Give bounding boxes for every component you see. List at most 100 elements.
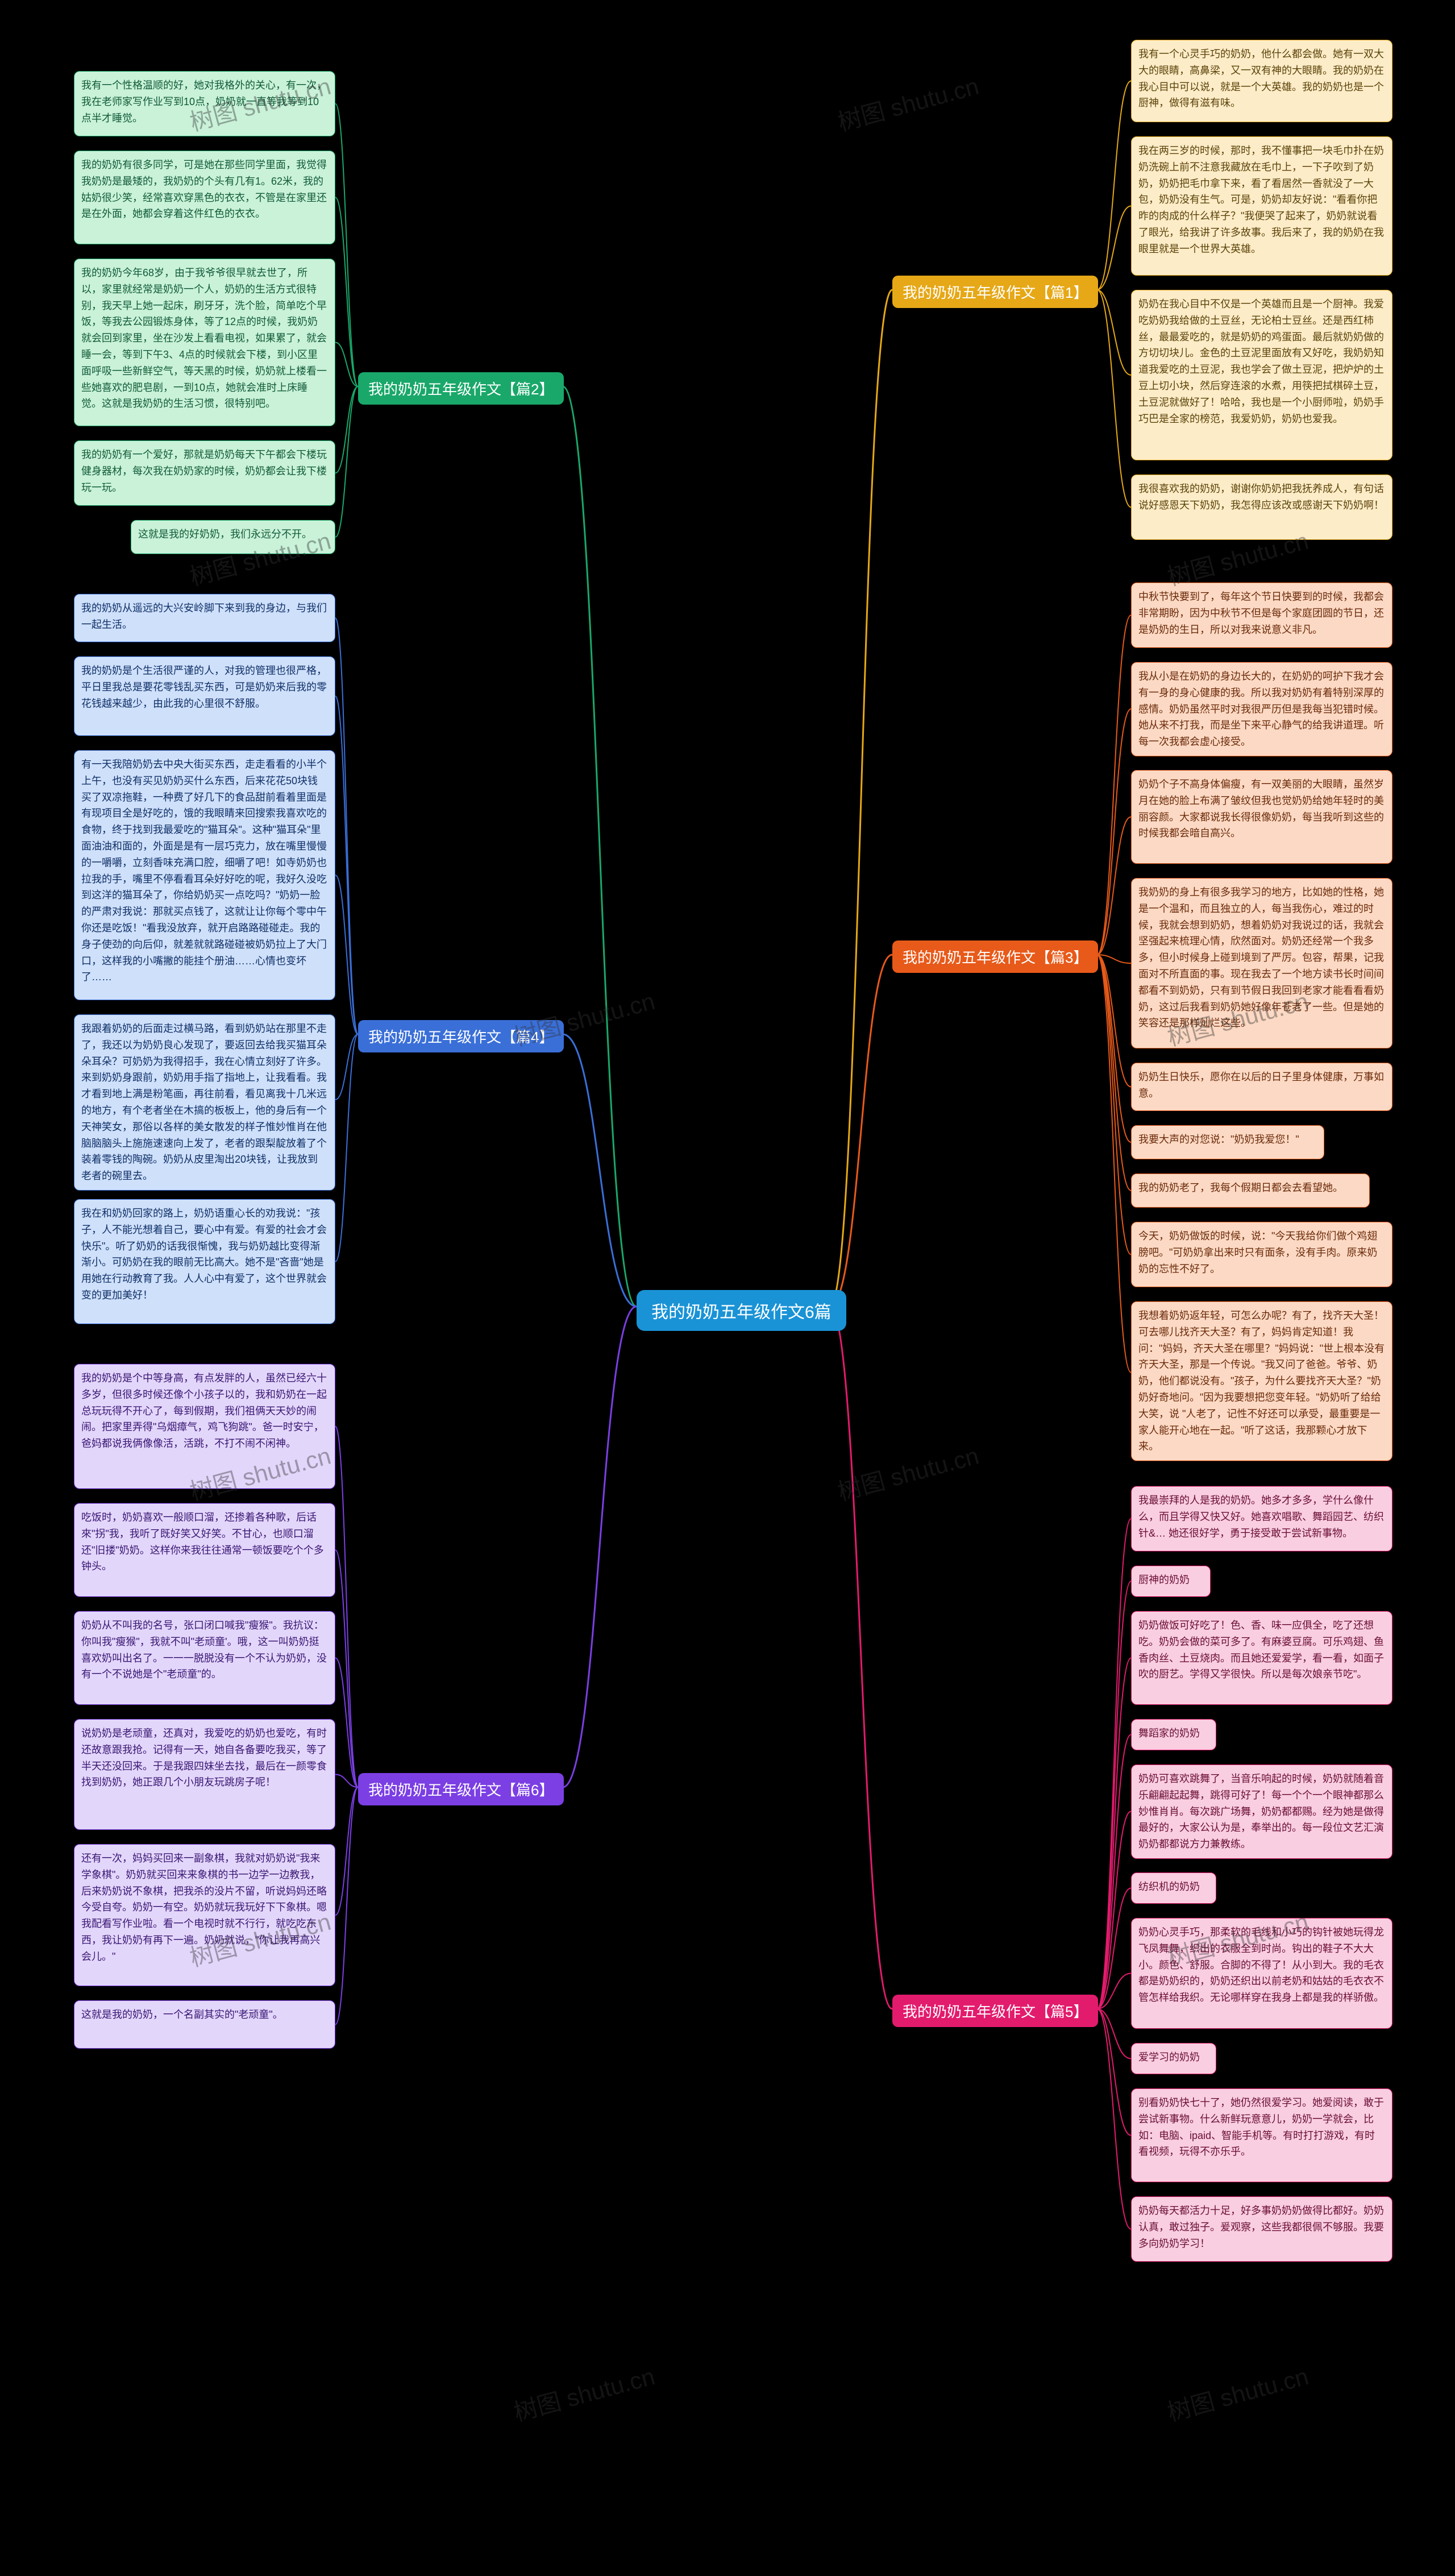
- leaf-text: 爱学习的奶奶: [1138, 2051, 1200, 2063]
- connector-path: [1097, 2009, 1131, 2229]
- topic-node[interactable]: 我的奶奶五年级作文【篇5】: [892, 1995, 1098, 2027]
- leaf-node[interactable]: 奶奶在我心目中不仅是一个英雄而且是一个厨神。我爱吃奶奶我给做的土豆丝，无论柏士豆…: [1131, 290, 1392, 460]
- leaf-node[interactable]: 我在和奶奶回家的路上，奶奶语重心长的劝我说："孩子，人不能光想着自己，要心中有爱…: [74, 1199, 335, 1324]
- topic-label: 我的奶奶五年级作文【篇1】: [903, 284, 1088, 301]
- connector-path: [335, 386, 358, 473]
- connector-path: [830, 1306, 892, 2009]
- leaf-node[interactable]: 我的奶奶从遥远的大兴安岭脚下来到我的身边，与我们一起生活。: [74, 594, 335, 642]
- leaf-node[interactable]: 我想着奶奶返年轻，可怎么办呢？有了，找齐天大圣！可去哪儿找齐天大圣？有了，妈妈肯…: [1131, 1301, 1392, 1461]
- leaf-node[interactable]: 有一天我陪奶奶去中央大街买东西，走走看看的小半个上午，也没有买见奶奶买什么东西，…: [74, 750, 335, 1000]
- leaf-node[interactable]: 奶奶生日快乐，愿你在以后的日子里身体健康，万事如意。: [1131, 1063, 1392, 1111]
- watermark: 树图 shutu.cn: [509, 2357, 658, 2428]
- leaf-node[interactable]: 奶奶个子不高身体偏瘦，有一双美丽的大眼睛，虽然岁月在她的脸上布满了皱纹但我也觉奶…: [1131, 770, 1392, 864]
- root-node[interactable]: 我的奶奶五年级作文6篇: [637, 1290, 846, 1331]
- leaf-node[interactable]: 我从小是在奶奶的身边长大的，在奶奶的呵护下我才会有一身的身心健康的我。所以我对奶…: [1131, 662, 1392, 756]
- leaf-node[interactable]: 我有一个性格温顺的好，她对我格外的关心，有一次，我在老师家写作业写到10点，奶奶…: [74, 71, 335, 136]
- leaf-node[interactable]: 我很喜欢我的奶奶，谢谢你奶奶把我抚养成人，有句话说好感恩天下奶奶，我怎得应该改或…: [1131, 475, 1392, 540]
- topic-node[interactable]: 我的奶奶五年级作文【篇1】: [892, 276, 1098, 308]
- topic-node[interactable]: 我的奶奶五年级作文【篇4】: [358, 1020, 564, 1052]
- leaf-text: 舞蹈家的奶奶: [1138, 1728, 1200, 1739]
- leaf-node[interactable]: 我跟着奶奶的后面走过横马路，看到奶奶站在那里不走了，我还以为奶奶良心发现了，要返…: [74, 1014, 335, 1191]
- connector-path: [335, 696, 358, 1034]
- connector-path: [563, 1306, 637, 1787]
- topic-node[interactable]: 我的奶奶五年级作文【篇6】: [358, 1773, 564, 1805]
- leaf-node[interactable]: 这就是我的奶奶，一个名副其实的"老顽童"。: [74, 2000, 335, 2049]
- connector-path: [335, 343, 358, 387]
- leaf-node[interactable]: 纺织机的奶奶: [1131, 1872, 1216, 1904]
- leaf-node[interactable]: 奶奶每天都活力十足，好多事奶奶奶做得比都好。奶奶认真，敢过独子。爰观察，这些我都…: [1131, 2196, 1392, 2262]
- leaf-node[interactable]: 我的奶奶老了，我每个假期日都会去看望她。: [1131, 1173, 1370, 1208]
- leaf-text: 有一天我陪奶奶去中央大街买东西，走走看看的小半个上午，也没有买见奶奶买什么东西，…: [81, 759, 327, 983]
- connector-path: [1097, 1888, 1131, 2009]
- leaf-node[interactable]: 吃饭时，奶奶喜欢一般顺口溜，还掺着各种歌，后话來"拐"我，我听了既好笑又好笑。不…: [74, 1503, 335, 1597]
- leaf-text: 我有一个性格温顺的好，她对我格外的关心，有一次，我在老师家写作业写到10点，奶奶…: [81, 80, 327, 124]
- topic-label: 我的奶奶五年级作文【篇6】: [368, 1782, 554, 1799]
- leaf-node[interactable]: 我最崇拜的人是我的奶奶。她多才多多，学什么像什么，而且学得又快又好。她喜欢唱歌、…: [1131, 1486, 1392, 1551]
- connector-path: [1097, 1582, 1131, 2009]
- leaf-node[interactable]: 我的奶奶是个生活很严谨的人，对我的管理也很严格，平日里我总是要花零钱乱买东西，可…: [74, 656, 335, 736]
- connector-path: [1097, 955, 1131, 1372]
- leaf-text: 我要大声的对您说："奶奶我爱您！": [1138, 1134, 1299, 1145]
- leaf-text: 我的奶奶是个中等身高，有点发胖的人，虽然已经六十多岁，但很多时候还像个小孩子以的…: [81, 1372, 327, 1449]
- leaf-text: 奶奶生日快乐，愿你在以后的日子里身体健康，万事如意。: [1138, 1071, 1384, 1099]
- connector-path: [1097, 1658, 1131, 2009]
- leaf-node[interactable]: 中秋节快要到了，每年这个节日快要到的时候，我都会非常期盼，因为中秋节不但是每个家…: [1131, 582, 1392, 648]
- connector-path: [1097, 2009, 1131, 2136]
- mindmap-canvas: 我的奶奶五年级作文6篇 我的奶奶五年级作文【篇1】 我有一个心灵手巧的奶奶，他什么…: [0, 0, 1455, 2576]
- leaf-node[interactable]: 我有一个心灵手巧的奶奶，他什么都会做。她有一双大大的眼睛，高鼻梁，又一双有神的大…: [1131, 40, 1392, 122]
- topic-label: 我的奶奶五年级作文【篇2】: [368, 381, 554, 398]
- leaf-node[interactable]: 我要大声的对您说："奶奶我爱您！": [1131, 1125, 1324, 1159]
- connector-path: [335, 1787, 358, 1915]
- leaf-text: 奶奶从不叫我的名号，张口闭口喊我"瘦猴"。我抗议：你叫我"瘦猴"，我就不叫"老顽…: [81, 1620, 327, 1680]
- leaf-text: 奶奶在我心目中不仅是一个英雄而且是一个厨神。我爱吃奶奶我给做的土豆丝，无论柏士豆…: [1138, 298, 1384, 425]
- topic-node[interactable]: 我的奶奶五年级作文【篇2】: [358, 372, 564, 405]
- connector-path: [335, 386, 358, 537]
- leaf-text: 我有一个心灵手巧的奶奶，他什么都会做。她有一双大大的眼睛，高鼻梁，又一双有神的大…: [1138, 48, 1384, 109]
- leaf-text: 奶奶个子不高身体偏瘦，有一双美丽的大眼睛，虽然岁月在她的脸上布满了皱纹但我也觉奶…: [1138, 779, 1384, 839]
- leaf-node[interactable]: 今天，奶奶做饭的时候，说："今天我给你们做个鸡翅膀吧。"可奶奶拿出来时只有面条，…: [1131, 1222, 1392, 1287]
- leaf-text: 我的奶奶从遥远的大兴安岭脚下来到我的身边，与我们一起生活。: [81, 602, 327, 630]
- leaf-node[interactable]: 奶奶从不叫我的名号，张口闭口喊我"瘦猴"。我抗议：你叫我"瘦猴"，我就不叫"老顽…: [74, 1611, 335, 1705]
- leaf-text: 纺织机的奶奶: [1138, 1881, 1200, 1892]
- leaf-text: 吃饭时，奶奶喜欢一般顺口溜，还掺着各种歌，后话來"拐"我，我听了既好笑又好笑。不…: [81, 1512, 324, 1572]
- leaf-node[interactable]: 爱学习的奶奶: [1131, 2043, 1216, 2074]
- leaf-text: 说奶奶是老顽童，还真对，我爱吃的奶奶也爱吃，有时还故意跟我抢。记得有一天，她自各…: [81, 1728, 327, 1788]
- connector-path: [1097, 2009, 1131, 2059]
- topic-label: 我的奶奶五年级作文【篇4】: [368, 1029, 554, 1046]
- leaf-text: 中秋节快要到了，每年这个节日快要到的时候，我都会非常期盼，因为中秋节不但是每个家…: [1138, 591, 1384, 635]
- leaf-text: 我跟着奶奶的后面走过横马路，看到奶奶站在那里不走了，我还以为奶奶良心发现了，要返…: [81, 1023, 327, 1181]
- leaf-node[interactable]: 别看奶奶快七十了，她仍然很爱学习。她爱阅读，敢于尝试新事物。什么新鲜玩意意儿，奶…: [1131, 2088, 1392, 2182]
- leaf-node[interactable]: 奶奶可喜欢跳舞了，当音乐响起的时候，奶奶就随着音乐翩翩起起舞，跳得可好了！每一个…: [1131, 1765, 1392, 1859]
- leaf-node[interactable]: 我在两三岁的时候，那时，我不懂事把一块毛巾扑在奶奶洗碗上前不注意我藏放在毛巾上，…: [1131, 136, 1392, 276]
- leaf-node[interactable]: 这就是我的好奶奶，我们永远分不开。: [131, 520, 335, 554]
- leaf-node[interactable]: 奶奶做饭可好吃了！色、香、味一应俱全，吃了还想吃。奶奶会做的菜可多了。有麻婆豆腐…: [1131, 1611, 1392, 1705]
- leaf-node[interactable]: 我的奶奶今年68岁，由于我爷爷很早就去世了，所以，家里就经常是奶奶一个人，奶奶的…: [74, 259, 335, 426]
- leaf-node[interactable]: 还有一次，妈妈买回来一副象棋，我就对奶奶说"我来学象棋"。奶奶就买回来来象棋的书…: [74, 1844, 335, 1986]
- watermark: 树图 shutu.cn: [833, 1437, 982, 1508]
- connector-path: [1097, 817, 1131, 955]
- leaf-text: 别看奶奶快七十了，她仍然很爱学习。她爱阅读，敢于尝试新事物。什么新鲜玩意意儿，奶…: [1138, 2097, 1384, 2157]
- leaf-node[interactable]: 舞蹈家的奶奶: [1131, 1719, 1216, 1750]
- leaf-node[interactable]: 我的奶奶是个中等身高，有点发胖的人，虽然已经六十多岁，但很多时候还像个小孩子以的…: [74, 1364, 335, 1489]
- leaf-text: 我的奶奶老了，我每个假期日都会去看望她。: [1138, 1182, 1343, 1193]
- leaf-text: 我的奶奶今年68岁，由于我爷爷很早就去世了，所以，家里就经常是奶奶一个人，奶奶的…: [81, 267, 327, 409]
- connector-path: [830, 955, 892, 1306]
- leaf-text: 这就是我的奶奶，一个名副其实的"老顽童"。: [81, 2009, 283, 2020]
- connector-path: [1097, 709, 1131, 955]
- leaf-node[interactable]: 我的奶奶有一个爱好，那就是奶奶每天下午都会下楼玩健身器材，每次我在奶奶家的时候，…: [74, 440, 335, 506]
- leaf-node[interactable]: 我奶奶的身上有很多我学习的地方，比如她的性格，她是一个温和，而且独立的人，每当我…: [1131, 878, 1392, 1048]
- leaf-node[interactable]: 说奶奶是老顽童，还真对，我爱吃的奶奶也爱吃，有时还故意跟我抢。记得有一天，她自各…: [74, 1719, 335, 1830]
- leaf-text: 我的奶奶有很多同学，可是她在那些同学里面，我觉得我奶奶是最矮的，我奶奶的个头有几…: [81, 159, 327, 219]
- leaf-node[interactable]: 奶奶心灵手巧，那柔软的毛线和小巧的钩针被她玩得龙飞凤舞舞，织出的衣服全到时尚。钩…: [1131, 1918, 1392, 2029]
- connector-path: [335, 875, 358, 1034]
- topic-label: 我的奶奶五年级作文【篇3】: [903, 949, 1088, 966]
- connector-path: [335, 1034, 358, 1262]
- leaf-text: 我的奶奶有一个爱好，那就是奶奶每天下午都会下楼玩健身器材，每次我在奶奶家的时候，…: [81, 449, 327, 493]
- connector-path: [1097, 290, 1131, 507]
- topic-node[interactable]: 我的奶奶五年级作文【篇3】: [892, 940, 1098, 973]
- leaf-node[interactable]: 厨神的奶奶: [1131, 1566, 1211, 1597]
- root-label: 我的奶奶五年级作文6篇: [651, 1303, 832, 1322]
- connector-path: [563, 1034, 637, 1306]
- leaf-node[interactable]: 我的奶奶有很多同学，可是她在那些同学里面，我觉得我奶奶是最矮的，我奶奶的个头有几…: [74, 151, 335, 244]
- leaf-text: 我奶奶的身上有很多我学习的地方，比如她的性格，她是一个温和，而且独立的人，每当我…: [1138, 887, 1384, 1029]
